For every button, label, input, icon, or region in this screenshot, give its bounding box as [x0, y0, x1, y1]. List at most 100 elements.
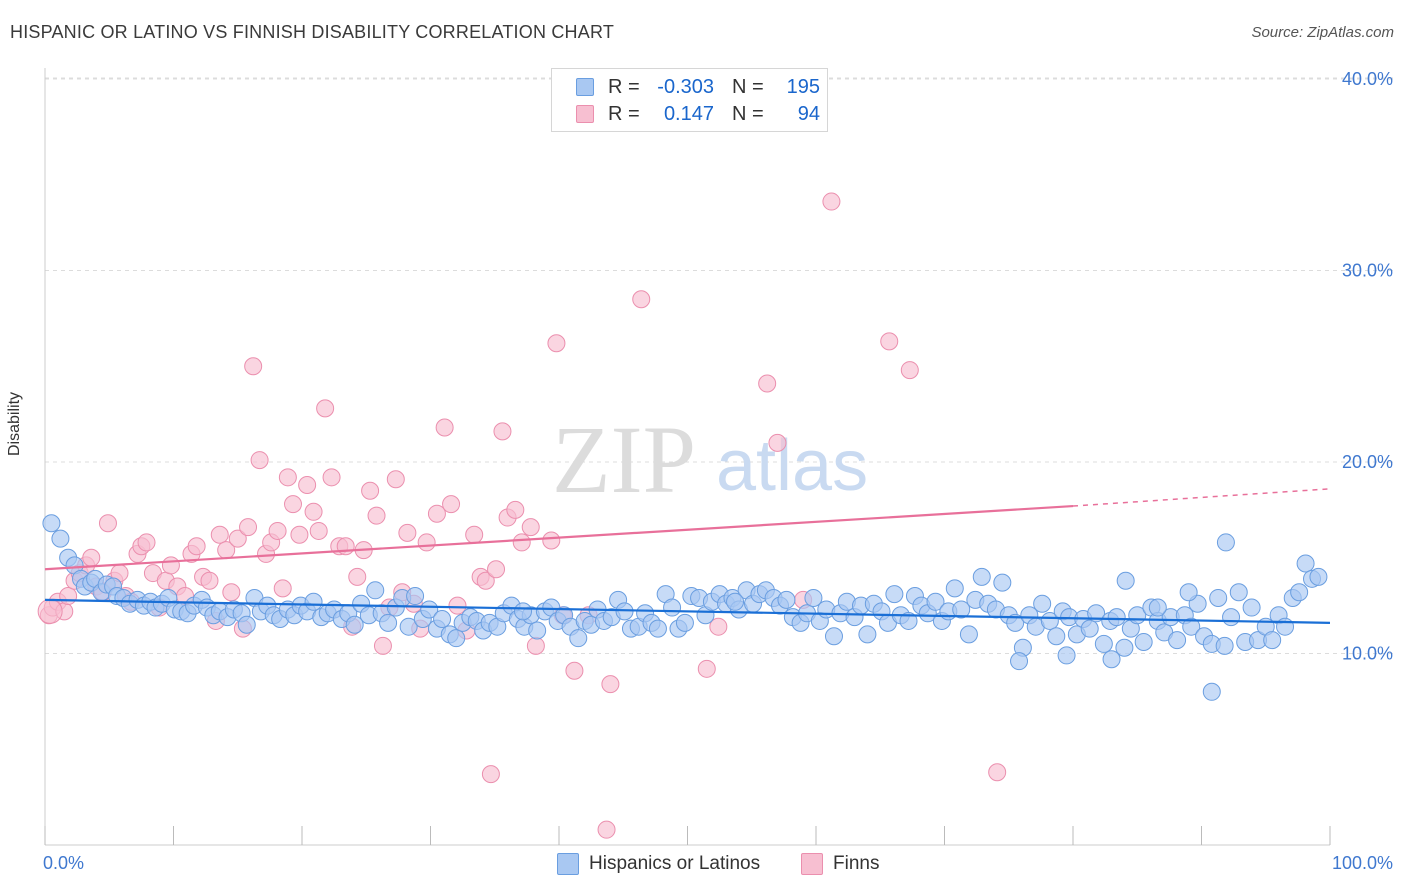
data-point-hispanics [1057, 646, 1076, 665]
data-point-hispanics [1006, 613, 1025, 632]
data-point-hispanics [993, 573, 1012, 592]
data-point-hispanics [1115, 638, 1134, 657]
data-point-hispanics [1168, 631, 1187, 650]
data-point-finns [597, 820, 616, 839]
trend-line-finns-extension [1072, 488, 1331, 507]
data-point-hispanics [1309, 567, 1328, 586]
data-point-hispanics [1080, 619, 1099, 638]
data-point-finns [290, 525, 309, 544]
data-point-hispanics [945, 579, 964, 598]
legend-item-hispanics[interactable]: Hispanics or Latinos [557, 852, 760, 876]
blue-swatch-icon [557, 853, 579, 875]
data-point-finns [526, 636, 545, 655]
data-point-finns [268, 521, 287, 540]
data-point-finns [632, 290, 651, 309]
r-value: -0.303 [657, 75, 714, 98]
data-point-hispanics [1209, 588, 1228, 607]
blue-swatch-icon [576, 78, 594, 96]
watermark: ZIP atlas [552, 406, 868, 513]
data-point-hispanics [237, 615, 256, 634]
data-point-finns [768, 433, 787, 452]
data-point-finns [361, 481, 380, 500]
data-point-hispanics [675, 613, 694, 632]
data-point-finns [316, 399, 335, 418]
data-point-finns [758, 374, 777, 393]
data-point-finns [512, 533, 531, 552]
data-point-hispanics [433, 610, 452, 629]
data-point-hispanics [959, 625, 978, 644]
data-point-hispanics [926, 592, 945, 611]
data-point-finns [900, 361, 919, 380]
data-point-finns [988, 763, 1007, 782]
pink-swatch-icon [801, 853, 823, 875]
legend-row-finns: R = 0.147 N = 94 [576, 102, 820, 126]
data-point-hispanics [51, 529, 70, 548]
data-point-finns [880, 332, 899, 351]
source-label: Source: ZipAtlas.com [1251, 24, 1394, 41]
data-point-finns [37, 598, 63, 624]
r-label: R = [608, 102, 640, 125]
data-point-hispanics [648, 619, 667, 638]
x-tick-label: 0.0% [43, 853, 84, 873]
data-point-finns [427, 504, 446, 523]
data-point-hispanics [1216, 533, 1235, 552]
legend-item-finns[interactable]: Finns [801, 852, 879, 876]
data-point-hispanics [1290, 583, 1309, 602]
trend-lines [44, 488, 1331, 624]
data-point-hispanics [399, 617, 418, 636]
data-point-hispanics [885, 585, 904, 604]
data-point-hispanics [1242, 598, 1261, 617]
data-point-hispanics [1094, 634, 1113, 653]
data-point-hispanics [972, 567, 991, 586]
data-point-finns [565, 661, 584, 680]
data-point-finns [322, 468, 341, 487]
data-point-finns [448, 596, 467, 615]
data-point-finns [601, 675, 620, 694]
data-point-hispanics [1102, 650, 1121, 669]
n-label: N = [732, 102, 764, 125]
n-value: 195 [786, 75, 820, 98]
data-point-hispanics [447, 629, 466, 648]
data-point-hispanics [1107, 608, 1126, 627]
y-tick-label: 20.0% [1342, 452, 1393, 472]
data-point-finns [250, 451, 269, 470]
data-point-hispanics [824, 627, 843, 646]
n-label: N = [732, 75, 764, 98]
data-point-hispanics [379, 613, 398, 632]
legend-label: Finns [833, 853, 880, 874]
data-point-hispanics [345, 615, 364, 634]
data-point-finns [506, 500, 525, 519]
pink-swatch-icon [576, 105, 594, 123]
chart-title: HISPANIC OR LATINO VS FINNISH DISABILITY… [10, 22, 615, 42]
data-point-finns [273, 579, 292, 598]
trend-line-finns [44, 504, 1074, 571]
data-point-finns [435, 418, 454, 437]
data-point-hispanics [1116, 571, 1135, 590]
data-point-finns [222, 583, 241, 602]
data-point-finns [417, 533, 436, 552]
data-point-hispanics [663, 598, 682, 617]
data-point-hispanics [1229, 583, 1248, 602]
data-point-finns [244, 357, 263, 376]
y-tick-label: 30.0% [1342, 261, 1393, 281]
data-point-hispanics [1182, 617, 1201, 636]
data-point-hispanics [804, 588, 823, 607]
y-tick-label: 10.0% [1342, 644, 1393, 664]
legend-label: Hispanics or Latinos [589, 853, 761, 874]
data-point-finns [82, 548, 101, 567]
data-point-finns [476, 571, 495, 590]
watermark-zip: ZIP [552, 406, 696, 513]
data-point-finns [284, 495, 303, 514]
data-point-finns [161, 556, 180, 575]
data-point-finns [228, 529, 247, 548]
data-point-finns [465, 525, 484, 544]
axes [44, 68, 1331, 846]
data-point-hispanics [514, 602, 533, 621]
data-point-hispanics [1222, 608, 1241, 627]
data-point-finns [210, 525, 229, 544]
data-point-hispanics [1047, 627, 1066, 646]
data-point-hispanics [406, 587, 425, 606]
data-point-finns [59, 587, 78, 606]
data-point-finns [547, 334, 566, 353]
